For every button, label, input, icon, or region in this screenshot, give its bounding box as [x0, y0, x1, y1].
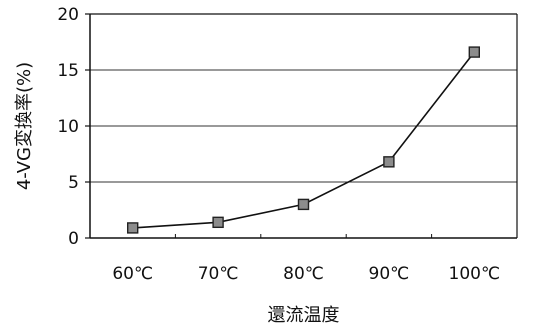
data-point-marker: [468, 46, 480, 58]
x-tick-label: 90℃: [369, 264, 410, 284]
y-axis-title: 4-VG変換率(%): [14, 62, 35, 190]
y-tick-label: 15: [57, 61, 79, 81]
data-point-marker: [126, 222, 139, 234]
y-tick-label: 10: [57, 117, 79, 137]
x-tick-label: 80℃: [283, 264, 324, 284]
x-tick-label: 70℃: [198, 264, 239, 284]
data-point-marker: [383, 156, 395, 168]
data-point-marker: [297, 198, 310, 211]
y-tick-label: 20: [57, 5, 79, 25]
x-axis-title: 還流温度: [268, 305, 340, 326]
x-tick-label: 100℃: [449, 264, 501, 284]
data-series: [126, 46, 480, 234]
y-tick-label: 5: [68, 173, 79, 193]
x-tick-label: 60℃: [112, 264, 153, 284]
y-axis-ticks: 0 5 10 15 20: [57, 5, 90, 249]
gridlines: [90, 13, 517, 183]
x-axis-ticks: 60℃ 70℃ 80℃ 90℃ 100℃: [112, 234, 500, 284]
y-tick-label: 0: [68, 229, 79, 249]
data-point-marker: [212, 216, 224, 229]
